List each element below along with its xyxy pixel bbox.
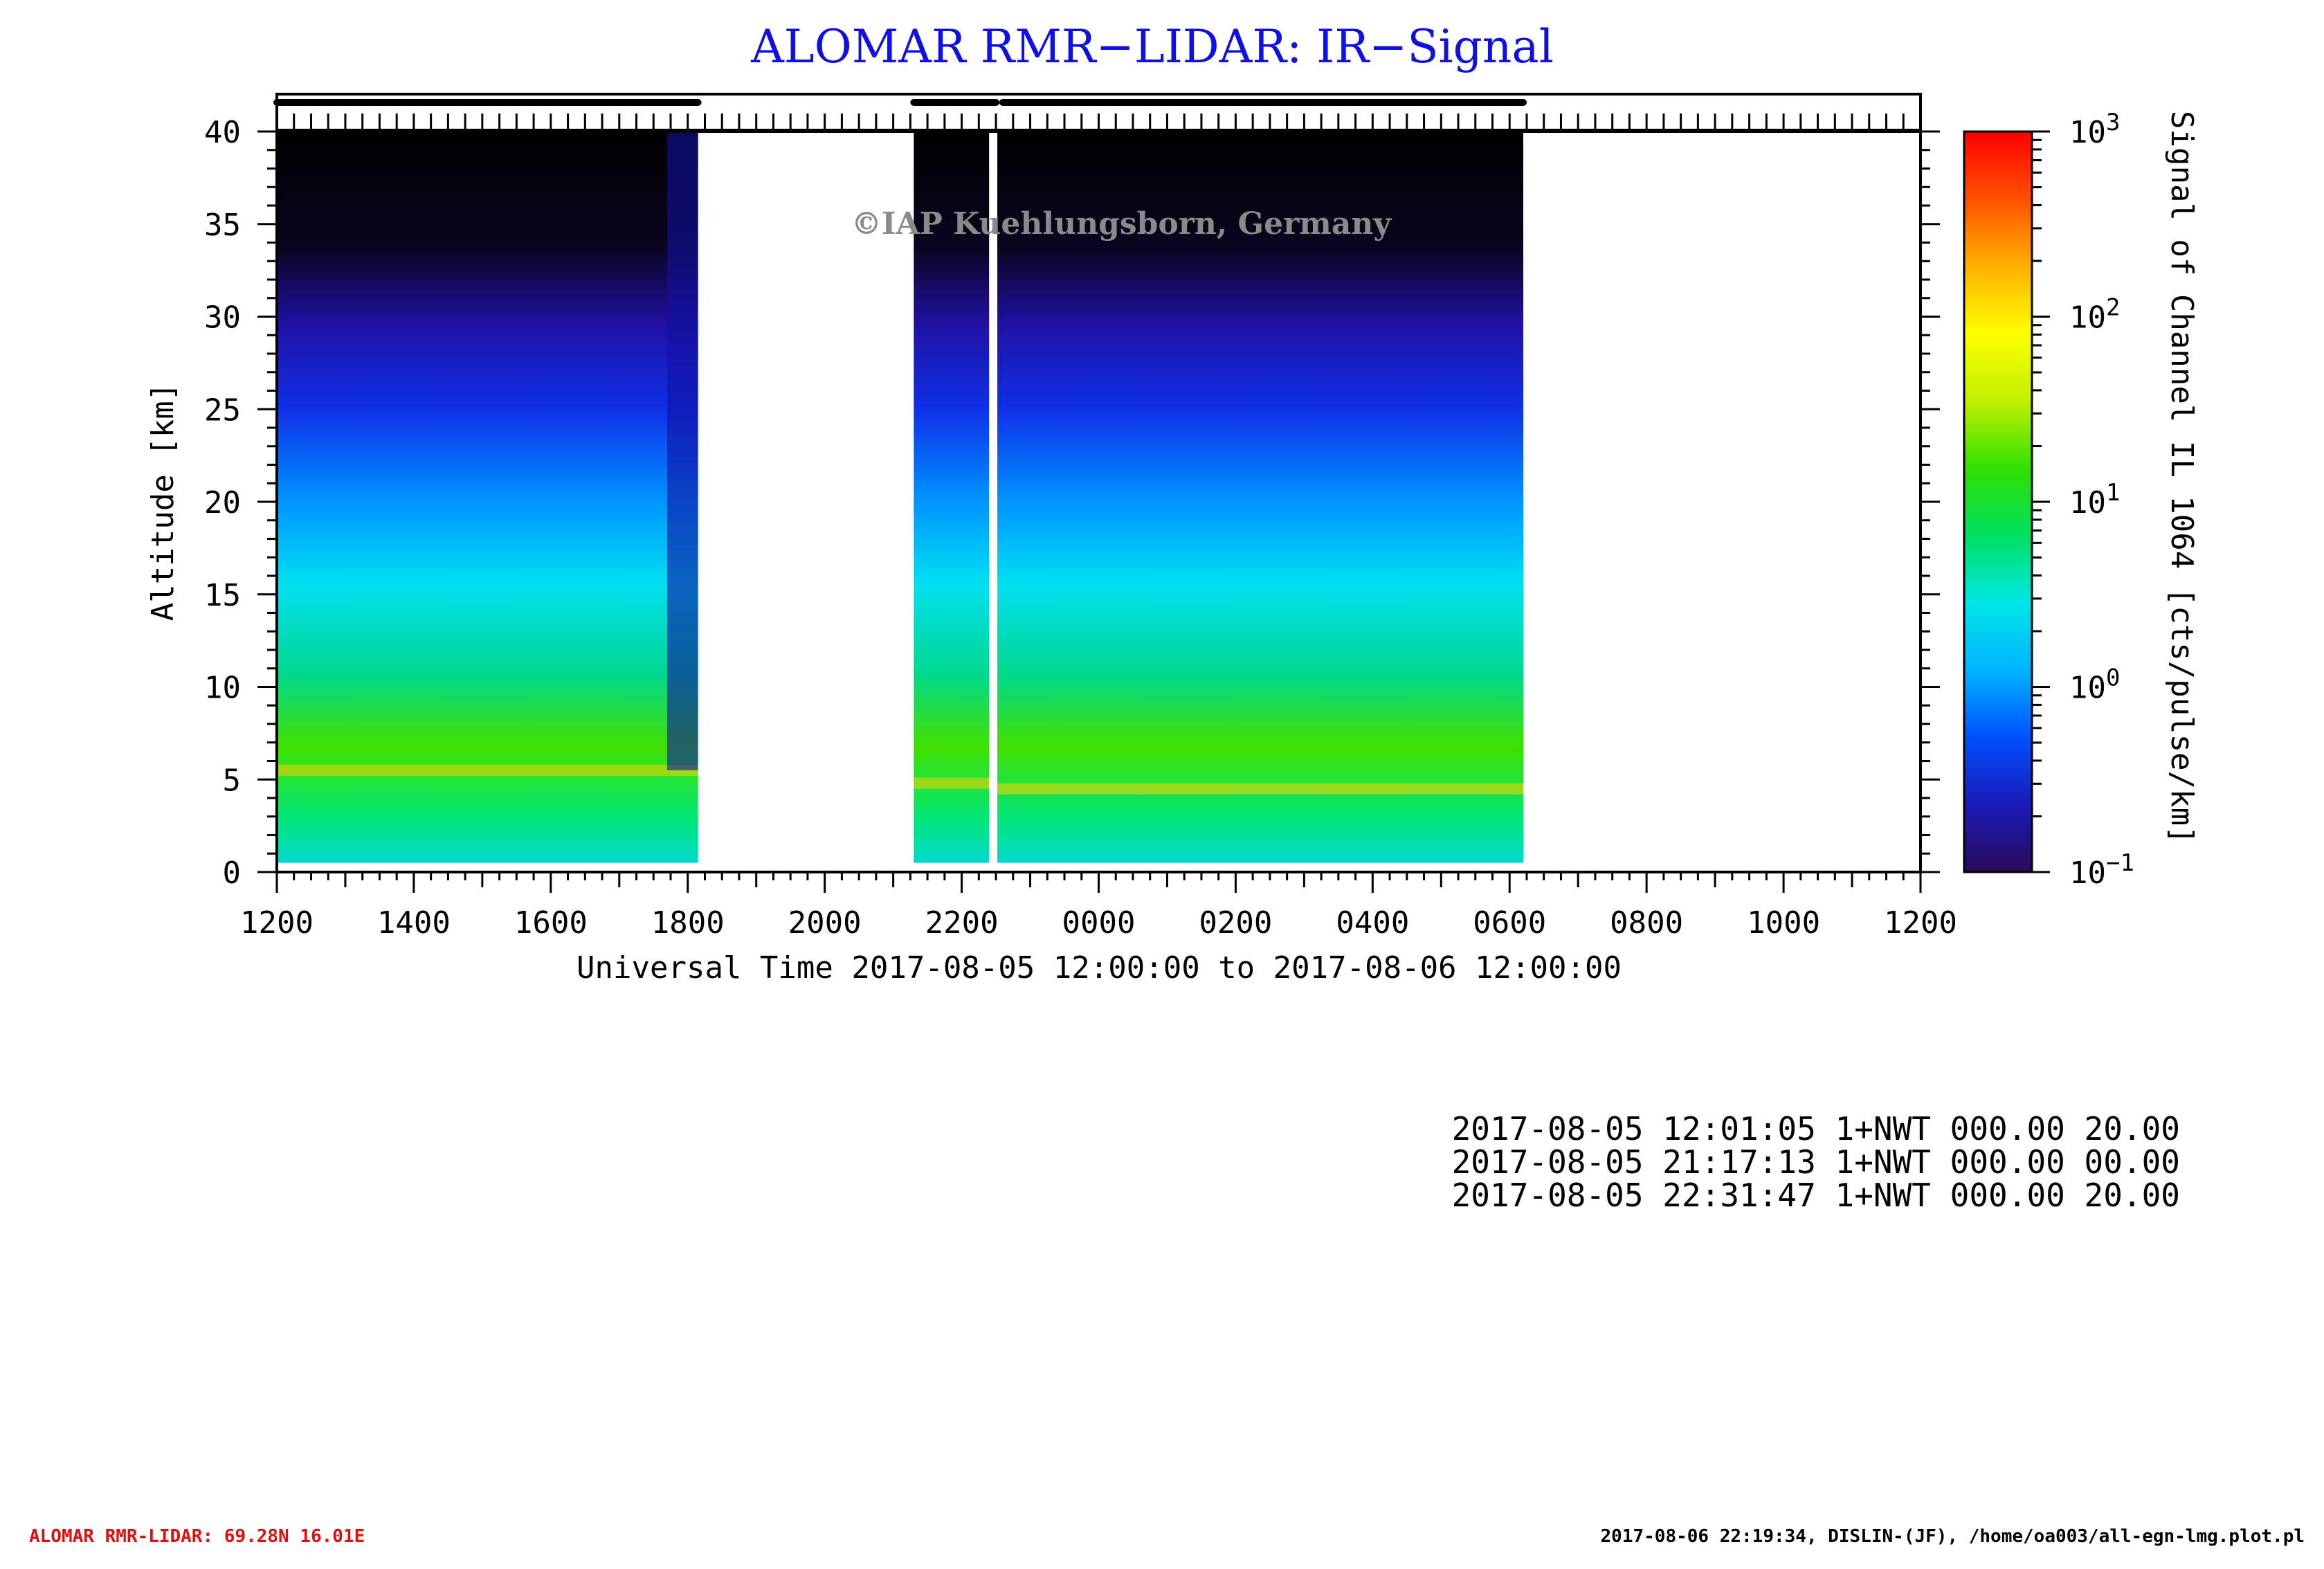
y-tick-label: 30: [204, 300, 241, 336]
cloud-layer: [277, 764, 698, 776]
colorbar-tick-label: 10−1: [2069, 849, 2134, 891]
colorbar-tick-label: 103: [2069, 109, 2120, 150]
run-log: 2017-08-05 12:01:05 1+NWT 000.00 20.00 2…: [1452, 1110, 2180, 1214]
colorbar-tick-label: 100: [2069, 664, 2120, 706]
plot-info-footer: 2017-08-06 22:19:34, DISLIN-(JF), /home/…: [1601, 1526, 2305, 1547]
colorbar-tick-exponent: 0: [2106, 664, 2120, 692]
colorbar-tick-label: 101: [2069, 479, 2120, 520]
y-tick-label: 25: [204, 392, 241, 428]
x-tick-label: 0800: [1610, 905, 1683, 941]
watermark: ©IAP Kuehlungsborn, Germany: [851, 206, 1392, 242]
x-tick-label: 1000: [1747, 905, 1820, 941]
signal-panel: [277, 131, 698, 863]
colorbar: [1964, 131, 2032, 872]
signal-panel: [914, 131, 990, 863]
y-axis: 0 5 10 15 20 25 30 35 40: [204, 115, 1940, 891]
y-tick-label: 20: [204, 485, 241, 520]
colorbar-tick-exponent: 3: [2106, 109, 2120, 136]
run-log-line: 2017-08-05 22:31:47 1+NWT 000.00 20.00: [1452, 1177, 2180, 1214]
x-tick-label: 0600: [1473, 905, 1546, 941]
colorbar-tick-exponent: 2: [2106, 294, 2120, 322]
cloud-layer: [997, 783, 1524, 795]
x-axis: 1200 1400 1600 1800 2000 2200 0000 0200 0400 0600…: [240, 872, 1957, 941]
x-tick-label: 0200: [1199, 905, 1272, 941]
cloud-layer: [914, 777, 990, 789]
station-footer: ALOMAR RMR-LIDAR: 69.28N 16.01E: [29, 1526, 365, 1547]
colorbar-tick-label: 102: [2069, 294, 2120, 336]
x-tick-label: 1200: [1884, 905, 1957, 941]
y-tick-label: 0: [223, 855, 242, 891]
x-axis-label: Universal Time 2017-08-05 12:00:00 to 20…: [577, 950, 1622, 986]
x-tick-label: 0000: [1062, 905, 1136, 941]
y-tick-label: 15: [204, 578, 241, 613]
signal-panel: [997, 131, 1524, 863]
x-tick-label: 1600: [514, 905, 588, 941]
signal-dropout: [667, 131, 698, 770]
x-tick-label: 1800: [651, 905, 725, 941]
data-panels: [277, 131, 1524, 863]
status-bar: [273, 93, 1922, 131]
y-axis-label: Altitude [km]: [145, 383, 181, 621]
run-log-line: 2017-08-05 12:01:05 1+NWT 000.00 20.00: [1452, 1110, 2180, 1148]
chart-title: ALOMAR RMR−LIDAR: IR−Signal: [750, 20, 1554, 73]
x-tick-label: 2200: [925, 905, 999, 941]
colorbar-tick-exponent: 1: [2106, 479, 2120, 507]
y-tick-label: 40: [204, 115, 241, 150]
x-tick-label: 1200: [240, 905, 314, 941]
x-tick-label: 0400: [1336, 905, 1409, 941]
colorbar-label: Signal of Channel IL 1064 [cts/pulse/km]: [2164, 111, 2199, 844]
run-log-line: 2017-08-05 21:17:13 1+NWT 000.00 00.00: [1452, 1143, 2180, 1181]
x-tick-label: 2000: [788, 905, 862, 941]
y-tick-label: 10: [204, 671, 241, 706]
x-tick-label: 1400: [377, 905, 451, 941]
y-tick-label: 35: [204, 208, 241, 243]
y-tick-label: 5: [223, 763, 242, 798]
colorbar-tick-exponent: −1: [2106, 849, 2134, 877]
